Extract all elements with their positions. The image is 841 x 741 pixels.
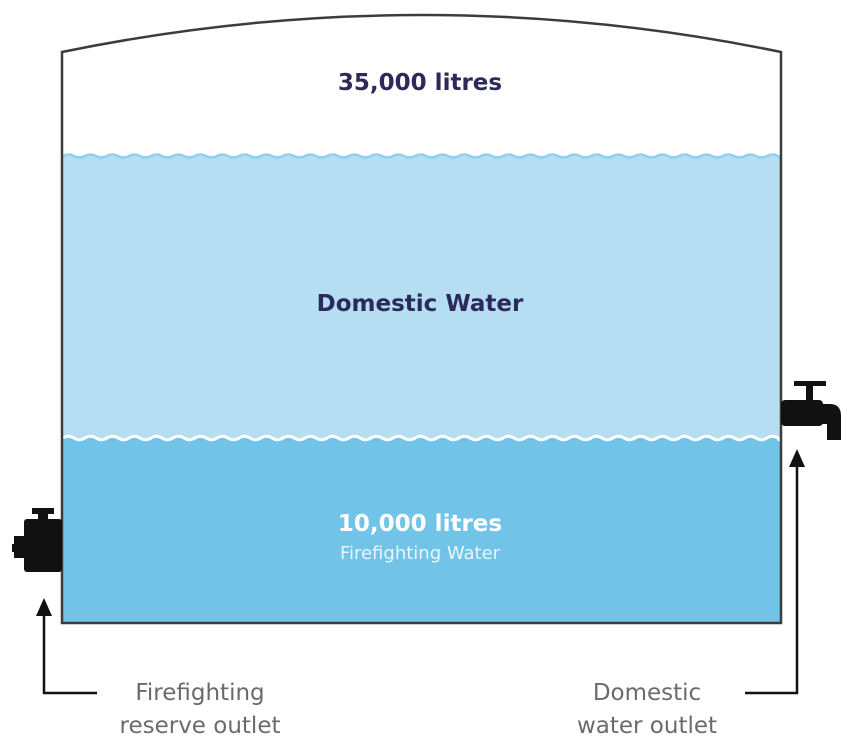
firefighting-outlet-arrowhead-icon	[36, 598, 52, 616]
domestic-water-zone	[63, 156, 781, 438]
domestic-water-surface	[62, 153, 783, 159]
firefighting-outlet-valve-icon	[12, 508, 62, 572]
domestic-outlet-arrowhead-icon	[789, 449, 805, 467]
firefighting-outlet-arrow	[42, 615, 97, 695]
domestic-outlet-label-line2: water outlet	[577, 713, 717, 739]
domestic-outlet-tap-icon	[781, 381, 841, 440]
reserve-level-surface	[62, 434, 783, 442]
domestic-outlet-arrow	[745, 466, 799, 695]
domestic-outlet-label-line1: Domestic	[593, 680, 701, 706]
firefighting-outlet-label-line2: reserve outlet	[120, 713, 281, 739]
total-capacity-label: 35,000 litres	[338, 70, 502, 96]
firefighting-outlet-label-line1: Firefighting	[135, 680, 264, 706]
reserve-capacity-label: 10,000 litres	[338, 511, 502, 537]
firefighting-water-label: Firefighting Water	[340, 543, 501, 564]
tank-outline	[60, 13, 783, 625]
firefighting-water-zone	[63, 438, 781, 623]
domestic-water-label: Domestic Water	[317, 291, 524, 317]
